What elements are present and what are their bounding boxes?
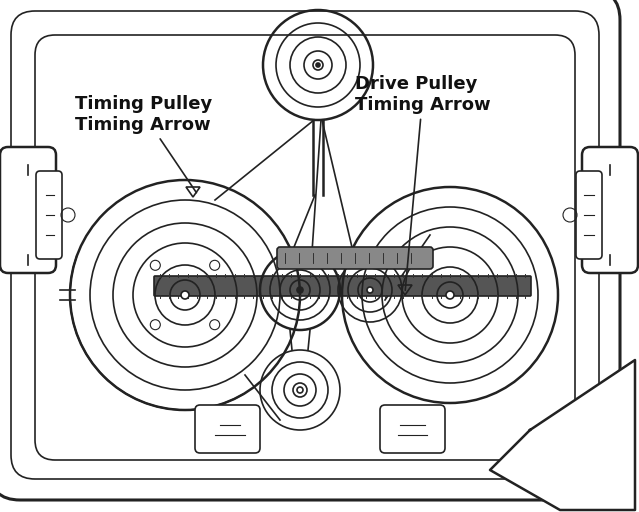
FancyBboxPatch shape (0, 147, 56, 273)
FancyBboxPatch shape (0, 0, 620, 500)
FancyBboxPatch shape (576, 171, 602, 259)
Polygon shape (490, 360, 635, 510)
FancyBboxPatch shape (36, 171, 62, 259)
FancyBboxPatch shape (380, 405, 445, 453)
Circle shape (297, 387, 303, 393)
FancyBboxPatch shape (582, 147, 638, 273)
Circle shape (181, 291, 189, 299)
Text: Timing Pulley
Timing Arrow: Timing Pulley Timing Arrow (75, 95, 212, 193)
FancyBboxPatch shape (154, 276, 531, 296)
Text: Drive Pulley
Timing Arrow: Drive Pulley Timing Arrow (355, 75, 491, 290)
Circle shape (367, 287, 373, 293)
FancyBboxPatch shape (195, 405, 260, 453)
Circle shape (297, 287, 303, 293)
FancyBboxPatch shape (277, 247, 433, 269)
Circle shape (446, 291, 454, 299)
Circle shape (316, 63, 320, 67)
